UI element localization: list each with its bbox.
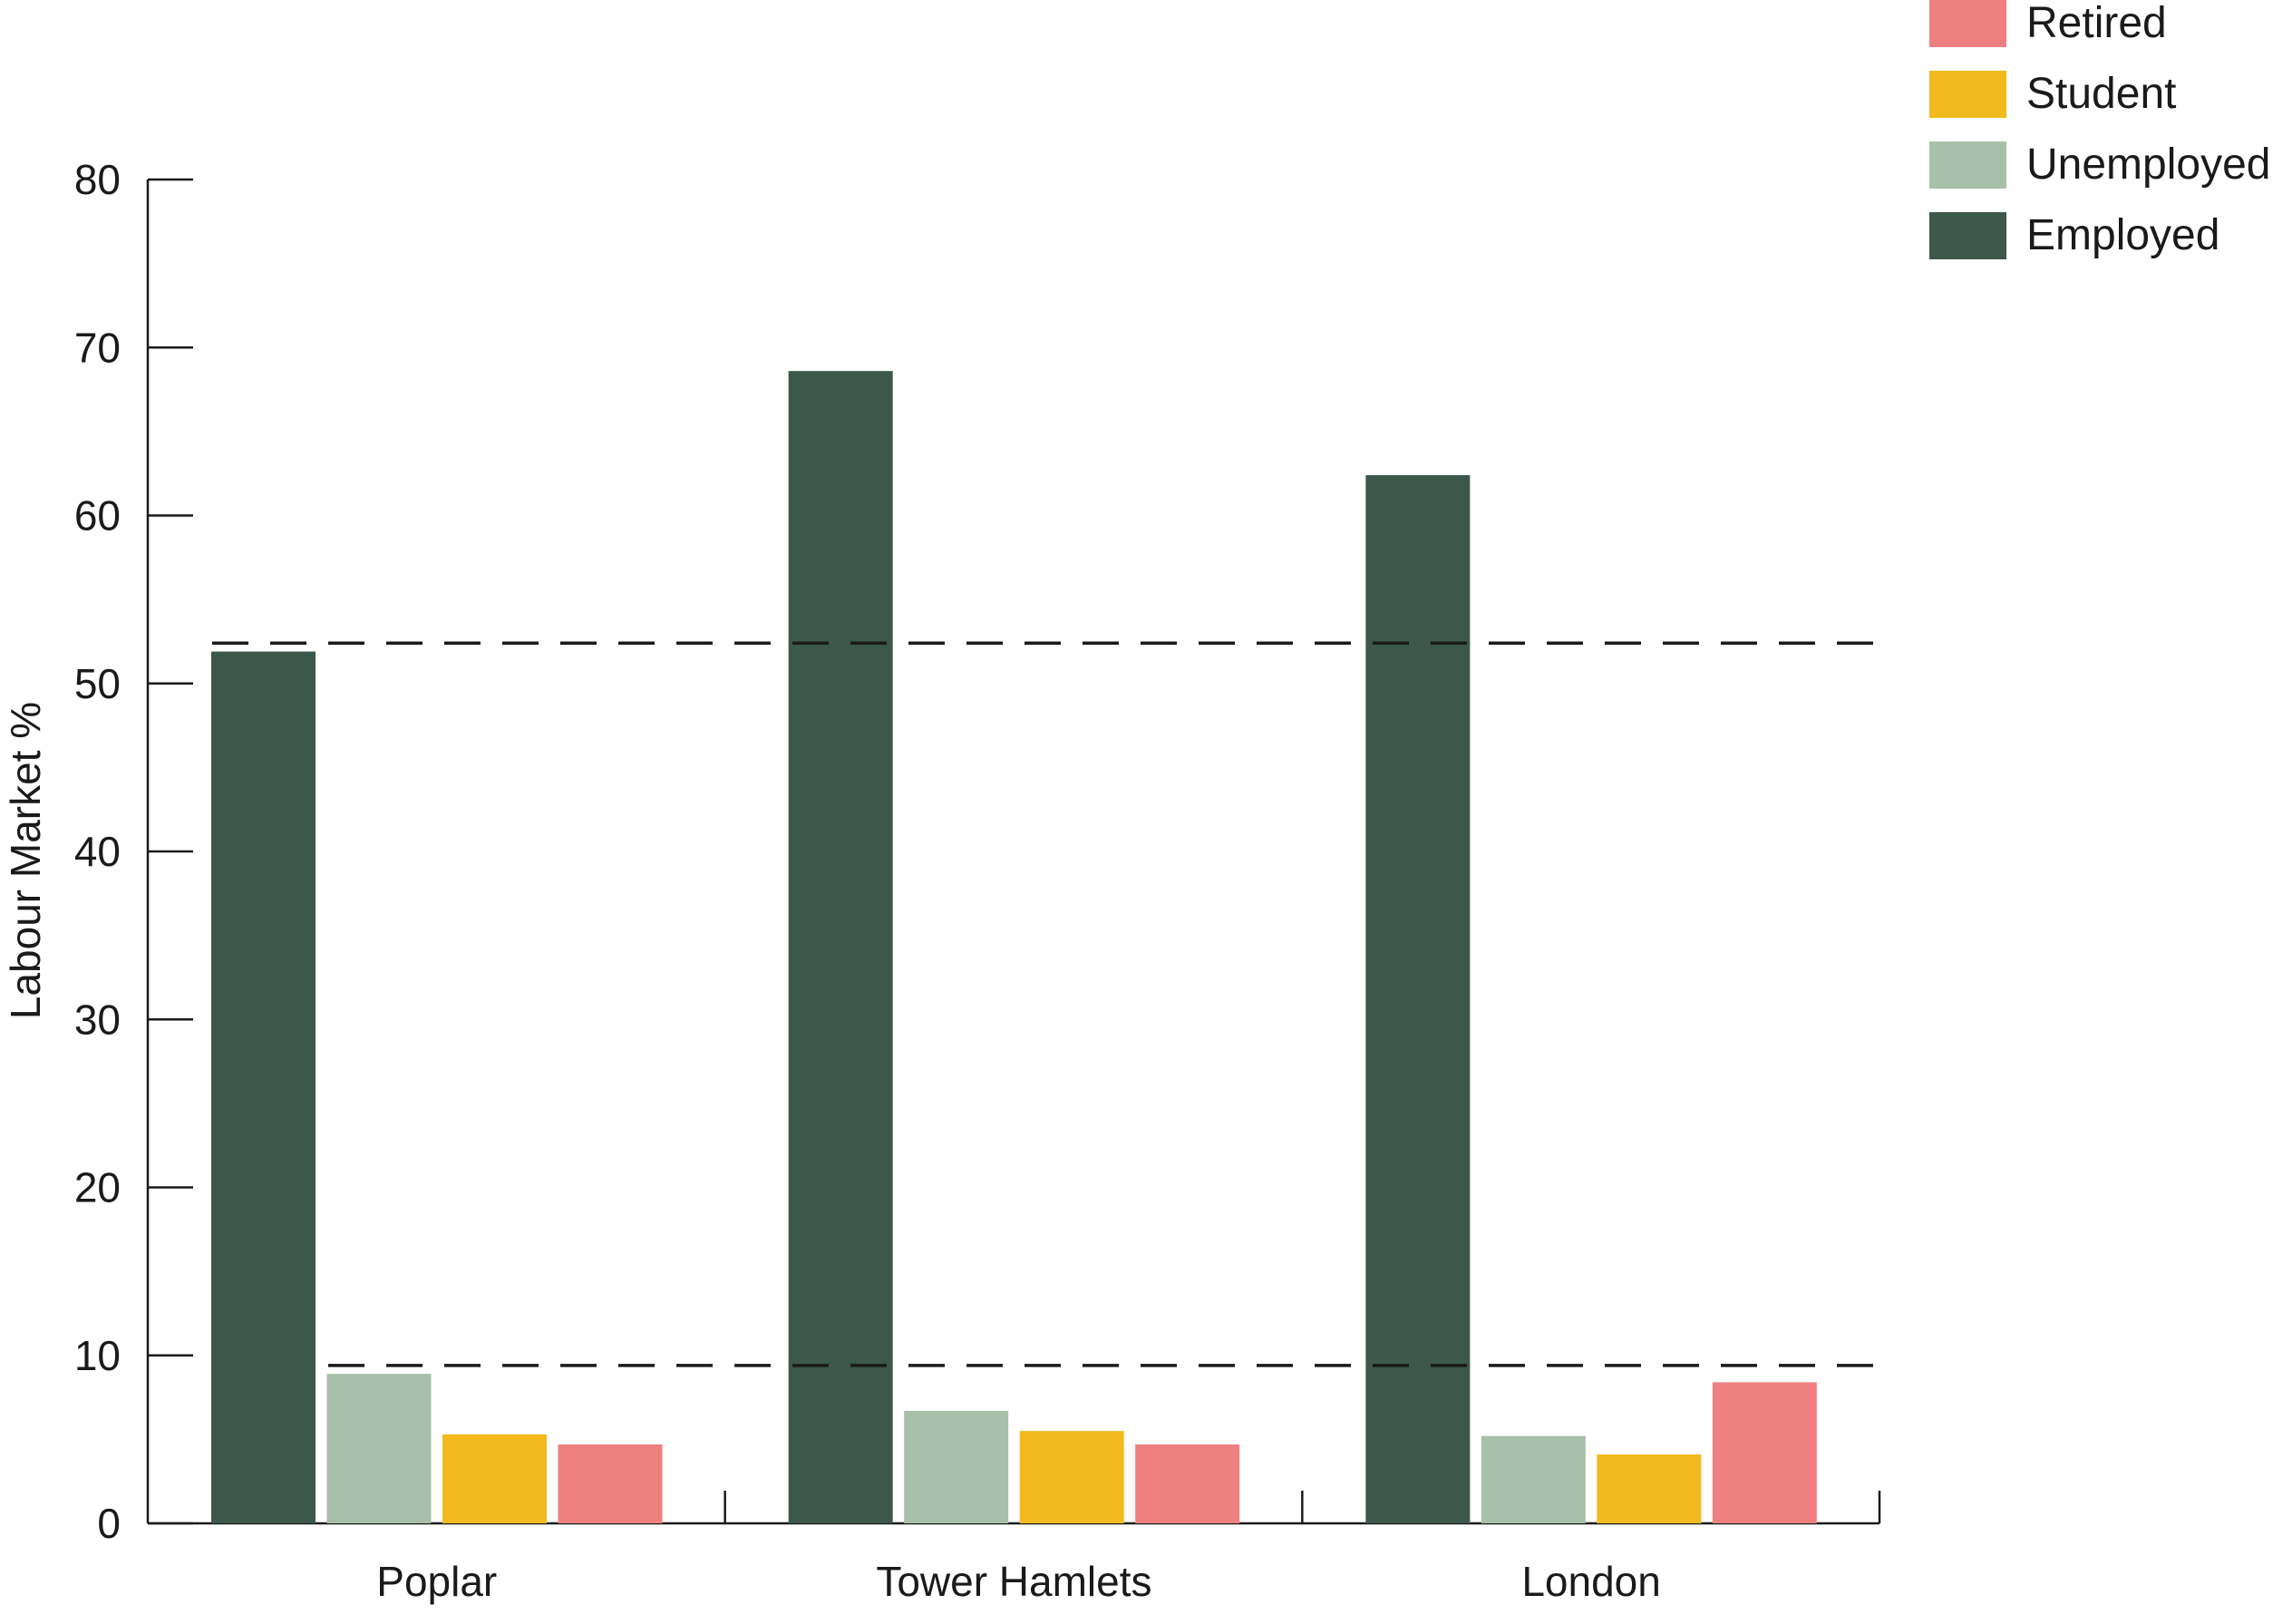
y-tick-label: 10 <box>74 1332 121 1379</box>
y-tick-label: 60 <box>74 492 121 540</box>
legend-label-employed: Employed <box>2026 211 2219 259</box>
bar-retired-poplar <box>558 1444 663 1523</box>
bar-employed-london <box>1365 475 1471 1523</box>
y-tick-label: 20 <box>74 1164 121 1211</box>
legend-label-unemployed: Unemployed <box>2026 141 2270 189</box>
x-category-label: Tower Hamlets <box>876 1558 1151 1605</box>
reference-lines <box>212 641 1879 1367</box>
bar-unemployed-tower-hamlets <box>904 1410 1009 1523</box>
bar-unemployed-london <box>1481 1435 1586 1523</box>
bar-employed-poplar <box>211 651 316 1523</box>
axes <box>146 178 1881 1525</box>
legend: Retired Student Unemployed Employed <box>1929 0 2270 259</box>
y-tick-label: 0 <box>97 1500 121 1547</box>
bar-student-poplar <box>442 1434 547 1523</box>
legend-label-student: Student <box>2026 70 2176 118</box>
bar-retired-london <box>1712 1382 1817 1523</box>
y-tick-label: 50 <box>74 660 121 707</box>
legend-swatch-retired <box>1929 0 2006 47</box>
y-tick-label: 70 <box>74 324 121 371</box>
bars <box>211 371 1817 1523</box>
labels: 0 10 20 30 40 50 60 70 80 Poplar Tower Hamlets Lond… <box>2 156 1661 1605</box>
legend-swatch-unemployed <box>1929 141 2006 189</box>
y-tick-label: 40 <box>74 828 121 875</box>
y-tick-label: 80 <box>74 156 121 203</box>
x-category-label: London <box>1521 1558 1661 1605</box>
bar-student-london <box>1597 1454 1702 1523</box>
legend-swatch-student <box>1929 71 2006 118</box>
x-category-label: Poplar <box>376 1558 497 1605</box>
bar-student-tower-hamlets <box>1019 1431 1124 1523</box>
legend-label-retired: Retired <box>2026 0 2167 47</box>
bar-employed-tower-hamlets <box>788 371 893 1523</box>
y-axis-title: Labour Market % <box>2 702 49 1019</box>
legend-swatch-employed <box>1929 212 2006 259</box>
bar-unemployed-poplar <box>326 1374 432 1523</box>
y-tick-label: 30 <box>74 996 121 1043</box>
bar-retired-tower-hamlets <box>1135 1444 1240 1523</box>
